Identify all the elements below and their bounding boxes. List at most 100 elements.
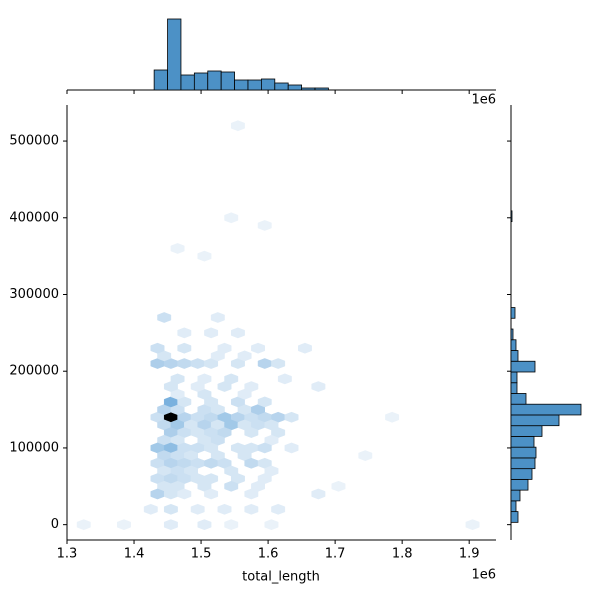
hex-bin	[117, 519, 131, 531]
hex-bin	[163, 503, 178, 515]
hex-bin	[150, 342, 165, 354]
hex-bin	[190, 358, 205, 369]
hex-bin	[331, 480, 346, 492]
y-tick-label: 500000	[9, 134, 59, 149]
right-hist-bar	[510, 478, 529, 491]
x-tick-label: 1.9	[459, 547, 480, 562]
y-tick-label: 300000	[9, 287, 59, 302]
hex-bin	[177, 488, 192, 500]
hex-bin	[244, 381, 259, 392]
right-hist-bar	[510, 414, 560, 427]
top-hist-bar	[260, 78, 276, 91]
right-hist-bar	[510, 403, 582, 416]
right-hist-bar	[510, 436, 535, 448]
top-hist-bar	[207, 70, 222, 91]
top-hist-bar	[314, 87, 329, 91]
hex-bin	[257, 442, 272, 454]
x-tick-label: 1.6	[258, 547, 279, 562]
top-hist-bar	[193, 72, 209, 91]
hex-bin	[224, 373, 239, 385]
hex-bin	[284, 442, 299, 454]
hex-bin	[244, 457, 259, 469]
hex-bin	[217, 503, 232, 515]
right-hist-bar	[510, 457, 536, 470]
y-tick-label: 100000	[9, 440, 59, 455]
y-tick-label: 400000	[9, 210, 59, 225]
hex-bin	[76, 519, 91, 531]
hex-bin	[257, 358, 272, 369]
top-hist-bar	[180, 74, 195, 91]
top-hist-bar	[220, 71, 235, 91]
top-hist-bar	[234, 79, 249, 91]
hex-bin	[224, 480, 239, 492]
hex-bin	[358, 450, 373, 461]
hex-bin	[251, 342, 265, 354]
hex-bin	[170, 243, 185, 254]
x-tick-label: 1.5	[191, 547, 212, 562]
hex-bin	[177, 358, 192, 369]
right-hist-bar	[510, 382, 518, 394]
hex-bin	[298, 342, 312, 354]
x-axis-label: total_length	[242, 570, 320, 585]
hex-bin	[177, 342, 192, 354]
hex-bin	[224, 519, 239, 531]
y-tick-label: 200000	[9, 364, 59, 379]
hex-bin	[311, 488, 326, 500]
hex-bin	[204, 457, 219, 469]
top-hist-bar	[301, 87, 316, 91]
x-tick-label: 1.7	[325, 547, 346, 562]
right-hist-bar	[510, 511, 519, 523]
right-hist-bar	[510, 393, 527, 405]
hex-bin	[244, 427, 259, 438]
hex-bin	[244, 488, 259, 500]
hex-bin	[197, 373, 212, 385]
right-hist-bar	[510, 425, 543, 437]
hex-bin	[204, 488, 219, 500]
hex-bin	[157, 312, 172, 323]
hex-bin	[163, 519, 178, 531]
hex-bin	[170, 373, 185, 385]
right-hist-bar	[510, 468, 533, 480]
hex-bin	[163, 488, 178, 500]
hex-bin	[264, 519, 279, 531]
x-tick-label: 1.3	[57, 547, 78, 562]
hex-bin	[271, 503, 286, 515]
top-hist-bar	[287, 84, 303, 91]
top-hist-bar	[247, 79, 262, 91]
hex-bin	[385, 411, 400, 423]
hex-bin	[230, 120, 245, 132]
top-offset-label: 1e6	[471, 93, 496, 108]
right-hist-bar	[510, 328, 514, 341]
hex-bin	[257, 396, 272, 408]
right-hist-bar	[510, 500, 517, 513]
hex-bin	[257, 220, 272, 231]
hex-bin	[230, 327, 245, 339]
y-tick-label: 0	[51, 517, 59, 532]
hex-bin	[190, 503, 205, 515]
hex-bin	[210, 312, 225, 323]
hex-bin	[224, 212, 239, 224]
right-hist-bar	[510, 446, 537, 459]
top-hist-bar	[153, 69, 168, 91]
hex-bin	[177, 327, 192, 339]
right-hist-bar	[510, 210, 513, 223]
right-hist-bar	[510, 339, 517, 351]
right-hist-bar	[510, 307, 516, 319]
hex-bin	[150, 488, 165, 500]
hex-bin	[284, 411, 299, 423]
x-offset-label: 1e6	[471, 568, 496, 583]
hex-bin	[271, 358, 286, 369]
right-hist-bar	[510, 360, 536, 373]
hex-bin	[277, 373, 292, 385]
hex-bin	[197, 519, 212, 531]
top-hist-bar	[167, 18, 182, 91]
hex-bin	[311, 381, 326, 392]
hex-bin	[237, 350, 252, 362]
top-hist-bar	[274, 82, 289, 91]
hex-bin	[143, 503, 158, 515]
x-tick-label: 1.4	[124, 547, 145, 562]
right-hist-bar	[510, 489, 521, 502]
right-hist-bar	[510, 371, 518, 384]
